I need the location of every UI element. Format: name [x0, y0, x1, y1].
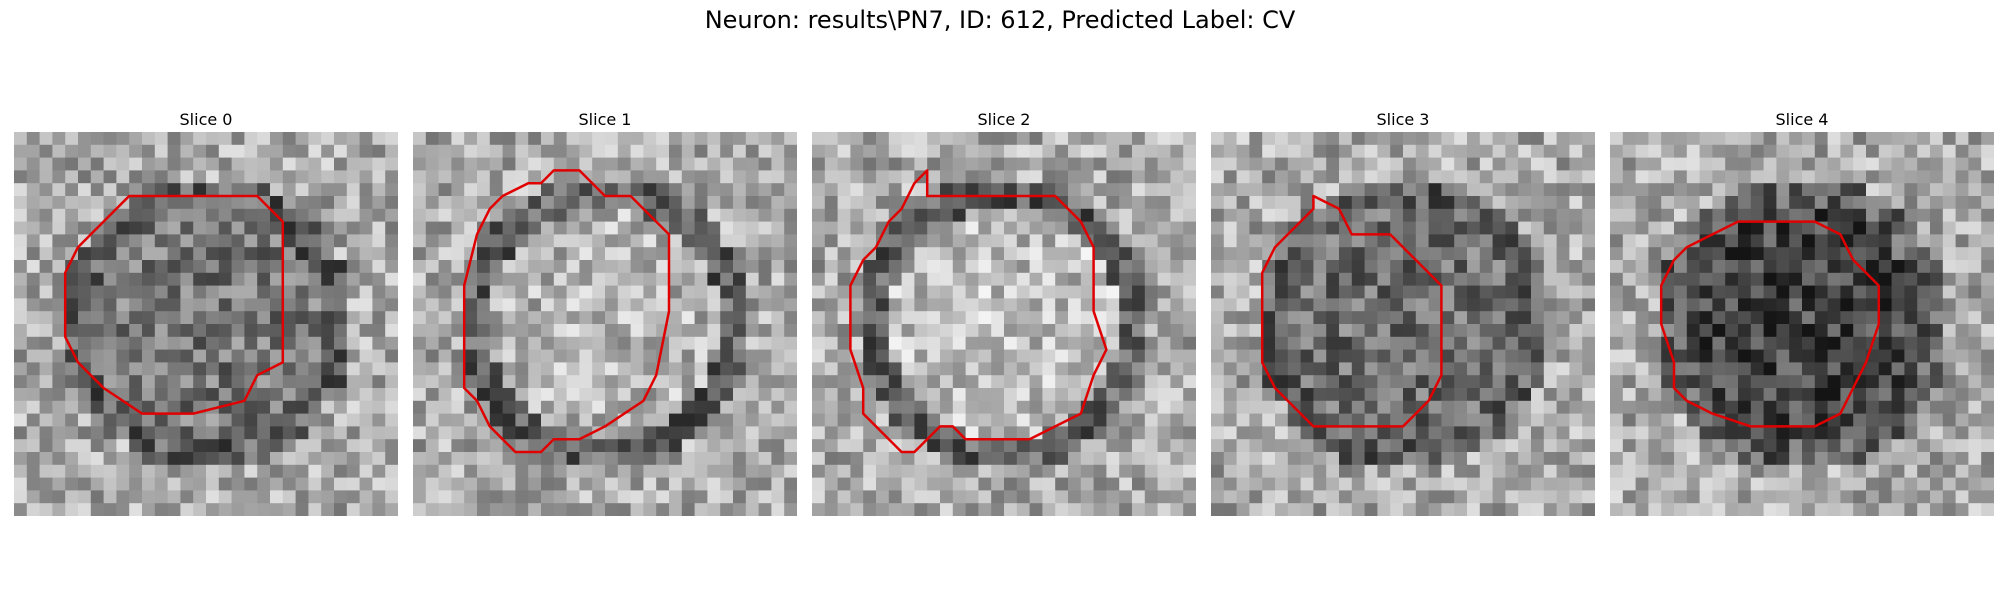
slice-title-4: Slice 4 — [1775, 110, 1829, 129]
slice-image-4 — [1610, 132, 1994, 516]
pixel-grid — [413, 132, 797, 516]
figure-title: Neuron: results\PN7, ID: 612, Predicted … — [704, 6, 1296, 34]
slice-title-3: Slice 3 — [1376, 110, 1430, 129]
cell-contour — [1260, 194, 1443, 428]
slice-panel-1: Slice 1 — [413, 108, 797, 516]
cell-contour — [462, 169, 671, 454]
slice-title-1: Slice 1 — [578, 110, 632, 129]
slice-title-2: Slice 2 — [977, 110, 1031, 129]
slice-title-0: Slice 0 — [179, 110, 233, 129]
cell-contour — [63, 194, 285, 415]
cell-contour — [849, 169, 1108, 454]
pixel-grid — [1610, 132, 1994, 516]
pixel-grid — [812, 132, 1196, 516]
slice-image-0 — [14, 132, 398, 516]
slice-image-1 — [413, 132, 797, 516]
slice-panel-0: Slice 0 — [14, 108, 398, 516]
pixel-grid — [1211, 132, 1595, 516]
slice-panel-4: Slice 4 — [1610, 108, 1994, 516]
slice-image-3 — [1211, 132, 1595, 516]
slice-panel-3: Slice 3 — [1211, 108, 1595, 516]
slice-panel-2: Slice 2 — [812, 108, 1196, 516]
pixel-grid — [14, 132, 398, 516]
cell-contour — [1659, 220, 1881, 428]
slice-image-2 — [812, 132, 1196, 516]
